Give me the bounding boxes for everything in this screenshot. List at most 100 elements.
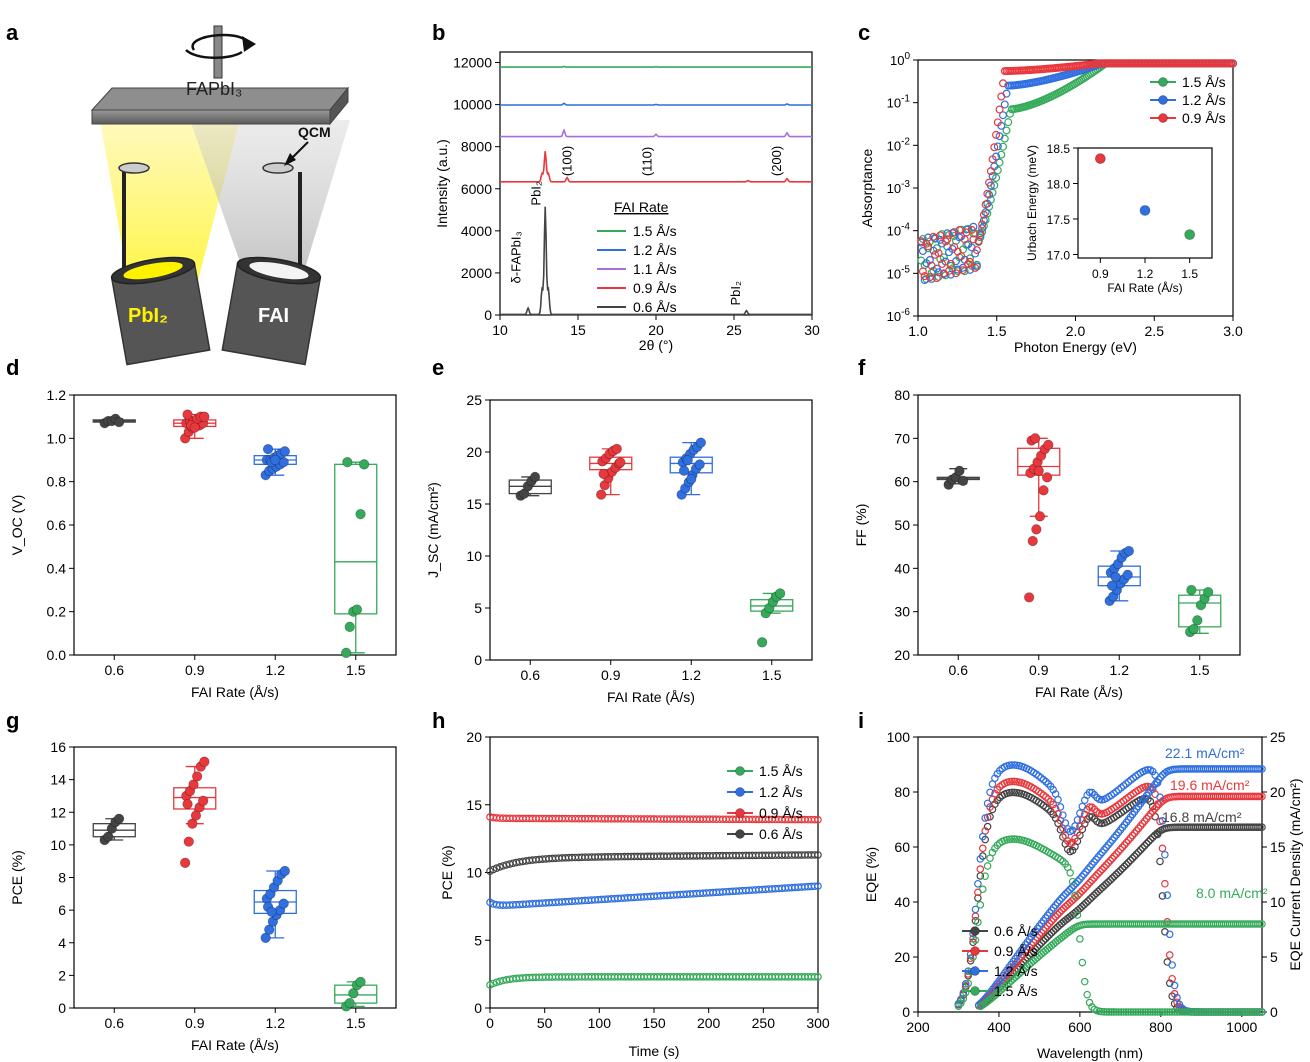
pce-time-point bbox=[499, 862, 507, 870]
y-tick-label: 18.0 bbox=[1047, 177, 1071, 191]
absorptance-point bbox=[934, 268, 943, 277]
box-data-point bbox=[695, 437, 706, 448]
eqe-point bbox=[971, 936, 980, 944]
y-tick-label: 0 bbox=[902, 1004, 910, 1020]
panel-e-jsc-boxplot: 0 5 10 15 20 25 0.6 0.9 1.2 1.5 J_SC (mA/cm²) FAI R… bbox=[425, 392, 813, 705]
absorptance-point bbox=[990, 143, 999, 152]
x-axis-label: Time (s) bbox=[629, 1043, 680, 1059]
legend-label: 0.6 Å/s bbox=[633, 299, 677, 315]
eqe-point bbox=[1158, 1008, 1167, 1016]
box-data-point bbox=[1023, 592, 1035, 603]
rotation-shaft bbox=[213, 25, 223, 79]
eqe-point bbox=[1146, 1008, 1155, 1016]
x-tick-label: 0.9 bbox=[1092, 267, 1109, 281]
y-tick-label: 0 bbox=[58, 1000, 66, 1016]
eqe-point bbox=[1136, 1008, 1145, 1016]
box-data-point bbox=[264, 924, 275, 935]
jsc-integral-point bbox=[1078, 902, 1086, 911]
x-axis-label: FAI Rate (Å/s) bbox=[191, 684, 279, 700]
eqe-point bbox=[978, 844, 987, 853]
eqe-point bbox=[1180, 1008, 1189, 1016]
eqe-point bbox=[1044, 795, 1053, 803]
absorptance-point bbox=[972, 246, 981, 255]
y-axis-label: J_SC (mA/cm²) bbox=[425, 482, 441, 578]
eqe-point bbox=[1144, 1008, 1152, 1016]
absorptance-point bbox=[918, 246, 927, 255]
x-axis-label: FAI Rate (Å/s) bbox=[191, 1037, 279, 1053]
eqe-point bbox=[1178, 1008, 1186, 1016]
jsc-integral-point bbox=[1108, 874, 1117, 883]
x-tick-label: 0.6 bbox=[105, 662, 125, 678]
box-data-point bbox=[355, 976, 366, 988]
x-tick-label: 2.5 bbox=[1145, 323, 1165, 339]
eqe-point bbox=[1073, 911, 1082, 919]
eqe-point bbox=[1161, 1008, 1169, 1016]
jsc-integral-point bbox=[1140, 841, 1149, 850]
box-data-point bbox=[611, 443, 622, 455]
x-tick-label: 0.9 bbox=[1029, 662, 1049, 678]
box-data-point bbox=[342, 457, 353, 468]
panel-c-absorptance-chart: 1.0 1.5 2.0 2.5 3.0 10-6 10-5 10-4 10-3 10-2 10-1 1… bbox=[859, 51, 1243, 355]
x-tick-label: 20 bbox=[648, 322, 664, 338]
urbach-point bbox=[1094, 153, 1106, 164]
jsc-integral-point bbox=[1148, 807, 1157, 816]
jsc-integral-point bbox=[1258, 920, 1266, 928]
eqe-point bbox=[1148, 1008, 1157, 1016]
absorptance-point bbox=[1228, 59, 1237, 68]
absorptance-point bbox=[988, 155, 997, 164]
jsc-integral-point bbox=[1076, 875, 1084, 883]
eqe-point bbox=[1204, 1008, 1213, 1016]
panel-i-eqe-chart: 200 400 600 800 10000204060801000510152025EQ… bbox=[863, 729, 1303, 1061]
absorptance-point bbox=[1002, 126, 1011, 135]
eqe-point bbox=[1190, 1008, 1198, 1016]
eqe-point bbox=[971, 905, 980, 914]
pce-time-point bbox=[496, 863, 504, 871]
box-data-point bbox=[344, 621, 355, 632]
box-data-point bbox=[678, 465, 690, 476]
eqe-point bbox=[1139, 1008, 1147, 1016]
jsc-integral-point bbox=[1049, 927, 1058, 935]
box-data-point bbox=[113, 813, 125, 824]
y-tick-label: 5 bbox=[474, 932, 482, 948]
eqe-point bbox=[1209, 1008, 1218, 1016]
x-tick-label: 1.5 bbox=[346, 662, 366, 678]
eqe-point bbox=[986, 788, 994, 797]
eqe-point bbox=[1080, 977, 1089, 986]
xrd-trace-1.1 Å/s bbox=[500, 128, 812, 138]
x-tick-label: 1.2 bbox=[682, 667, 702, 683]
jsc-integral-point bbox=[1037, 939, 1046, 947]
eqe-point bbox=[1068, 877, 1077, 886]
eqe-point bbox=[1212, 1008, 1220, 1016]
pce-time-point bbox=[814, 973, 822, 981]
y-tick-label: 0.6 bbox=[47, 517, 67, 533]
absorptance-point bbox=[999, 79, 1008, 88]
eqe-point bbox=[1238, 1008, 1247, 1016]
eqe-point bbox=[1156, 1008, 1164, 1016]
eqe-point bbox=[964, 979, 972, 988]
jsc-integral-point bbox=[1122, 838, 1131, 847]
y-tick-label: 20 bbox=[894, 949, 910, 965]
x-tick-label: 100 bbox=[588, 1015, 612, 1031]
eqe-point bbox=[1156, 793, 1164, 802]
pce-time-point bbox=[489, 979, 498, 988]
panel-letter-b: b bbox=[432, 20, 445, 45]
box-data-point bbox=[1188, 623, 1199, 635]
eqe-point bbox=[1199, 1008, 1208, 1016]
jsc-integral-point bbox=[1106, 856, 1115, 865]
jsc-integral-point bbox=[1065, 885, 1074, 894]
eqe-point bbox=[1068, 826, 1077, 835]
absorptance-point bbox=[1004, 118, 1013, 127]
eqe-point bbox=[1226, 1008, 1235, 1016]
eqe-point bbox=[1156, 857, 1164, 866]
pce-time-point bbox=[810, 882, 819, 891]
jsc-integral-point bbox=[1106, 876, 1115, 884]
eqe-point bbox=[1195, 1008, 1203, 1016]
xrd-trace-0.9 Å/s bbox=[500, 151, 812, 183]
eqe-point bbox=[1068, 838, 1077, 847]
axes-frame bbox=[73, 394, 397, 656]
x-axis-label: 2θ (°) bbox=[639, 337, 673, 353]
pce-time-point bbox=[810, 973, 819, 981]
panel-letter-h: h bbox=[432, 708, 445, 733]
absorptance-point bbox=[979, 210, 988, 219]
right-qcm-sensor bbox=[262, 162, 294, 174]
